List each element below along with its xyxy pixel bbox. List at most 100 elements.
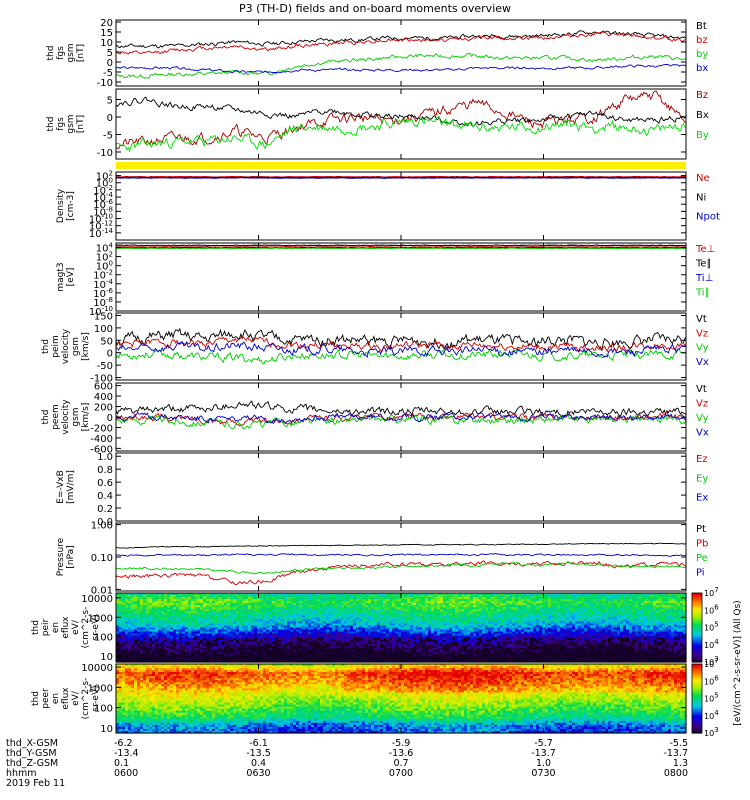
- heatmap-cell: [164, 653, 168, 657]
- heatmap-cell: [302, 621, 306, 625]
- heatmap-cell: [149, 619, 153, 623]
- series-line-Vx: [115, 411, 687, 424]
- heatmap-cell: [128, 625, 132, 629]
- heatmap-cell: [155, 653, 159, 657]
- heatmap-cell: [275, 629, 279, 633]
- heatmap-cell: [383, 613, 387, 616]
- heatmap-cell: [254, 655, 258, 659]
- heatmap-cell: [242, 657, 246, 661]
- heatmap-cell: [149, 627, 153, 631]
- heatmap-cell: [317, 637, 321, 641]
- heatmap-cell: [137, 615, 141, 618]
- heatmap-cell: [341, 631, 345, 635]
- heatmap-cell: [302, 651, 306, 655]
- heatmap-cell: [341, 625, 345, 629]
- heatmap-cell: [221, 603, 225, 606]
- heatmap-cell: [149, 609, 153, 612]
- heatmap-cell: [350, 597, 354, 600]
- heatmap-cell: [155, 607, 159, 610]
- heatmap-cell: [260, 615, 264, 618]
- heatmap-cell: [311, 629, 315, 633]
- heatmap-cell: [305, 645, 309, 649]
- heatmap-cell: [350, 649, 354, 653]
- heatmap-cell: [119, 613, 123, 616]
- heatmap-cell: [284, 657, 288, 661]
- heatmap-cell: [335, 627, 339, 631]
- heatmap-cell: [170, 651, 174, 655]
- heatmap-cell: [125, 607, 129, 610]
- heatmap-cell: [176, 603, 180, 606]
- y-tick-label: 10: [100, 38, 113, 49]
- heatmap-cell: [248, 625, 252, 629]
- heatmap-cell: [200, 643, 204, 647]
- heatmap-cell: [254, 643, 258, 647]
- heatmap-cell: [314, 657, 318, 661]
- heatmap-cell: [125, 623, 129, 627]
- heatmap-cell: [386, 635, 390, 639]
- heatmap-cell: [314, 647, 318, 651]
- heatmap-cell: [275, 649, 279, 653]
- heatmap-cell: [149, 613, 153, 616]
- heatmap-cell: [134, 607, 138, 610]
- heatmap-cell: [215, 599, 219, 602]
- heatmap-cell: [257, 651, 261, 655]
- heatmap-cell: [170, 611, 174, 614]
- heatmap-cell: [308, 627, 312, 631]
- heatmap-cell: [383, 639, 387, 643]
- heatmap-cell: [263, 639, 267, 643]
- heatmap-cell: [308, 605, 312, 608]
- heatmap-cell: [149, 611, 153, 614]
- heatmap-cell: [353, 597, 357, 600]
- heatmap-cell: [173, 633, 177, 637]
- heatmap-cell: [230, 625, 234, 629]
- heatmap-cell: [278, 595, 282, 598]
- heatmap-cell: [203, 659, 207, 663]
- heatmap-cell: [323, 613, 327, 616]
- heatmap-cell: [152, 615, 156, 618]
- heatmap-cell: [242, 641, 246, 645]
- heatmap-cell: [350, 631, 354, 635]
- heatmap-cell: [182, 631, 186, 635]
- heatmap-cell: [296, 625, 300, 629]
- heatmap-cell: [296, 611, 300, 614]
- heatmap-cell: [125, 635, 129, 639]
- heatmap-cell: [200, 615, 204, 618]
- heatmap-cell: [374, 639, 378, 643]
- heatmap-cell: [353, 635, 357, 639]
- heatmap-cell: [257, 647, 261, 651]
- heatmap-cell: [284, 649, 288, 653]
- heatmap-cell: [245, 635, 249, 639]
- heatmap-cell: [155, 639, 159, 643]
- heatmap-cell: [242, 637, 246, 641]
- heatmap-cell: [326, 659, 330, 663]
- heatmap-cell: [197, 617, 201, 620]
- heatmap-cell: [329, 645, 333, 649]
- heatmap-cell: [176, 627, 180, 631]
- heatmap-cell: [188, 645, 192, 649]
- heatmap-cell: [215, 595, 219, 598]
- heatmap-cell: [332, 619, 336, 623]
- heatmap-cell: [248, 595, 252, 598]
- heatmap-cell: [146, 593, 150, 596]
- heatmap-cell: [245, 621, 249, 625]
- legend-Ey: Ey: [696, 473, 708, 484]
- heatmap-cell: [293, 625, 297, 629]
- heatmap-cell: [344, 595, 348, 598]
- heatmap-cell: [188, 617, 192, 620]
- heatmap-cell: [242, 607, 246, 610]
- heatmap-cell: [170, 645, 174, 649]
- heatmap-cell: [368, 609, 372, 612]
- heatmap-cell: [218, 657, 222, 661]
- heatmap-cell: [200, 595, 204, 598]
- heatmap-cell: [254, 647, 258, 651]
- heatmap-cell: [269, 637, 273, 641]
- heatmap-cell: [128, 605, 132, 608]
- heatmap-cell: [377, 599, 381, 602]
- heatmap-cell: [206, 597, 210, 600]
- y-axis-label: thd: [46, 117, 56, 132]
- heatmap-cell: [167, 659, 171, 663]
- heatmap-cell: [230, 639, 234, 643]
- heatmap-cell: [272, 623, 276, 627]
- heatmap-cell: [350, 603, 354, 606]
- heatmap-cell: [296, 605, 300, 608]
